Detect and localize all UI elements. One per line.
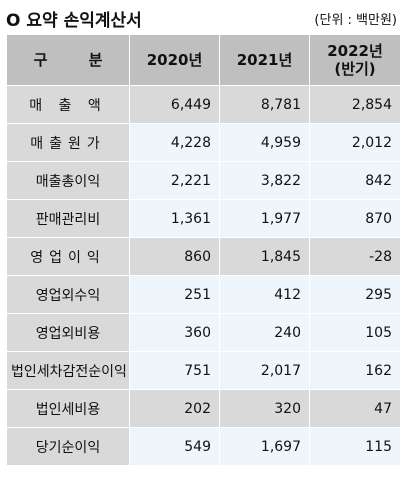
cell-2021: 1,697: [219, 427, 310, 466]
cell-2020: 251: [129, 275, 220, 314]
row-label: 판매관리비: [6, 199, 130, 238]
cell-2021: 1,845: [219, 237, 310, 276]
cell-2020: 4,228: [129, 123, 220, 162]
table-row: 매 출 액 6,449 8,781 2,854: [6, 85, 401, 124]
row-label: 매 출 액: [6, 85, 130, 124]
cell-2022: 47: [309, 389, 401, 428]
row-label: 영업외비용: [6, 313, 130, 352]
cell-2022: 2,854: [309, 85, 401, 124]
cell-2020: 202: [129, 389, 220, 428]
cell-2020: 360: [129, 313, 220, 352]
cell-2021: 1,977: [219, 199, 310, 238]
income-statement-table: 구 분 2020년 2021년 2022년 (반기) 매 출 액 6,449 8,78…: [6, 34, 401, 466]
cell-2021: 2,017: [219, 351, 310, 390]
cell-2022: -28: [309, 237, 401, 276]
cell-2022: 2,012: [309, 123, 401, 162]
row-label: 당기순이익: [6, 427, 130, 466]
row-label: 영업이익: [6, 237, 130, 276]
cell-2022: 115: [309, 427, 401, 466]
cell-2022: 105: [309, 313, 401, 352]
cell-2020: 1,361: [129, 199, 220, 238]
row-label: 매출총이익: [6, 161, 130, 200]
table-row: 법인세비용 202 320 47: [6, 389, 401, 428]
cell-2021: 412: [219, 275, 310, 314]
column-header-2021: 2021년: [219, 34, 310, 86]
cell-2022: 870: [309, 199, 401, 238]
row-label: 법인세차감전순이익: [6, 351, 130, 390]
table-row: 영업이익 860 1,845 -28: [6, 237, 401, 276]
column-header-category: 구 분: [6, 34, 130, 86]
cell-2020: 2,221: [129, 161, 220, 200]
row-label: 영업외수익: [6, 275, 130, 314]
cell-2020: 751: [129, 351, 220, 390]
table-header-row: 구 분 2020년 2021년 2022년 (반기): [6, 34, 401, 86]
cell-2022: 162: [309, 351, 401, 390]
cell-2021: 3,822: [219, 161, 310, 200]
header: O 요약 손익계산서 (단위 : 백만원): [0, 0, 405, 34]
column-header-2022-line: 2022년: [327, 42, 383, 60]
cell-2020: 6,449: [129, 85, 220, 124]
table-row: 당기순이익 549 1,697 115: [6, 427, 401, 466]
row-label: 매출원가: [6, 123, 130, 162]
cell-2022: 842: [309, 161, 401, 200]
column-header-2022: 2022년 (반기): [309, 34, 401, 86]
table-row: 판매관리비 1,361 1,977 870: [6, 199, 401, 238]
column-header-2020: 2020년: [129, 34, 220, 86]
cell-2020: 860: [129, 237, 220, 276]
cell-2020: 549: [129, 427, 220, 466]
column-header-2022-line: (반기): [334, 60, 376, 78]
cell-2022: 295: [309, 275, 401, 314]
table-body: 매 출 액 6,449 8,781 2,854 매출원가 4,228 4,959 2,012 매…: [6, 85, 401, 466]
table-row: 영업외수익 251 412 295: [6, 275, 401, 314]
table-row: 법인세차감전순이익 751 2,017 162: [6, 351, 401, 390]
column-header-2022-text: 2022년 (반기): [327, 42, 383, 78]
unit-note: (단위 : 백만원): [314, 13, 397, 28]
page-title: O 요약 손익계산서: [6, 11, 142, 31]
cell-2021: 8,781: [219, 85, 310, 124]
table-row: 매출총이익 2,221 3,822 842: [6, 161, 401, 200]
cell-2021: 4,959: [219, 123, 310, 162]
cell-2021: 320: [219, 389, 310, 428]
cell-2021: 240: [219, 313, 310, 352]
table-row: 영업외비용 360 240 105: [6, 313, 401, 352]
row-label: 법인세비용: [6, 389, 130, 428]
table-row: 매출원가 4,228 4,959 2,012: [6, 123, 401, 162]
